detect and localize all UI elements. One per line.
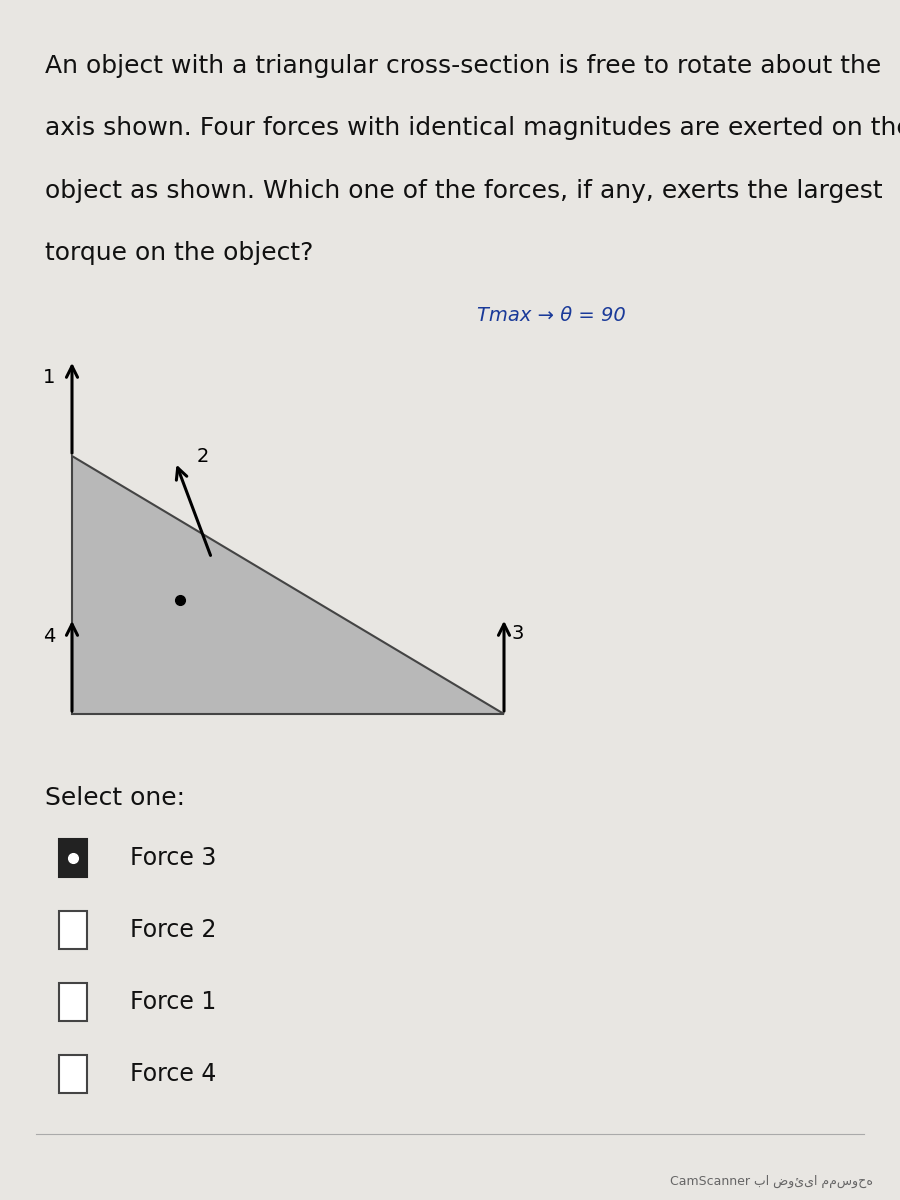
Text: An object with a triangular cross-section is free to rotate about the: An object with a triangular cross-sectio… <box>45 54 881 78</box>
Text: Force 3: Force 3 <box>130 846 217 870</box>
FancyBboxPatch shape <box>58 839 87 877</box>
Text: torque on the object?: torque on the object? <box>45 241 313 265</box>
Text: Select one:: Select one: <box>45 786 185 810</box>
Text: Force 1: Force 1 <box>130 990 217 1014</box>
FancyBboxPatch shape <box>58 983 87 1021</box>
Text: 2: 2 <box>196 446 209 466</box>
Text: axis shown. Four forces with identical magnitudes are exerted on the: axis shown. Four forces with identical m… <box>45 116 900 140</box>
FancyBboxPatch shape <box>58 1055 87 1093</box>
Text: object as shown. Which one of the forces, if any, exerts the largest: object as shown. Which one of the forces… <box>45 179 883 203</box>
Text: Tmax → θ = 90: Tmax → θ = 90 <box>477 306 626 325</box>
FancyBboxPatch shape <box>58 911 87 949</box>
Text: 1: 1 <box>43 368 56 388</box>
Text: Force 2: Force 2 <box>130 918 217 942</box>
Polygon shape <box>72 456 504 714</box>
Text: CamScanner با ضوئیا ممسوحه: CamScanner با ضوئیا ممسوحه <box>670 1175 873 1188</box>
Text: Force 4: Force 4 <box>130 1062 217 1086</box>
Text: 3: 3 <box>511 624 524 643</box>
Text: 4: 4 <box>43 626 56 646</box>
